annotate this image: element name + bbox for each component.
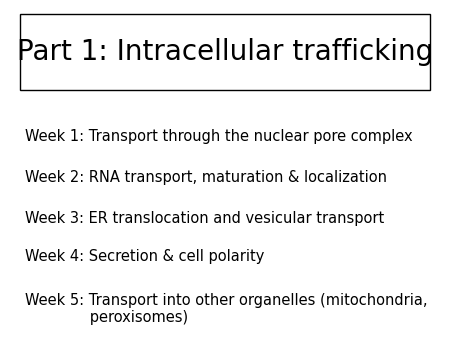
Text: Part 1: Intracellular trafficking: Part 1: Intracellular trafficking <box>17 38 433 66</box>
Text: Week 3: ER translocation and vesicular transport: Week 3: ER translocation and vesicular t… <box>25 211 384 225</box>
Text: Week 2: RNA transport, maturation & localization: Week 2: RNA transport, maturation & loca… <box>25 170 387 185</box>
FancyBboxPatch shape <box>20 14 430 90</box>
Text: Week 1: Transport through the nuclear pore complex: Week 1: Transport through the nuclear po… <box>25 129 412 144</box>
Text: Week 4: Secretion & cell polarity: Week 4: Secretion & cell polarity <box>25 249 264 264</box>
Text: Week 5: Transport into other organelles (mitochondria,
              peroxisomes: Week 5: Transport into other organelles … <box>25 293 427 325</box>
